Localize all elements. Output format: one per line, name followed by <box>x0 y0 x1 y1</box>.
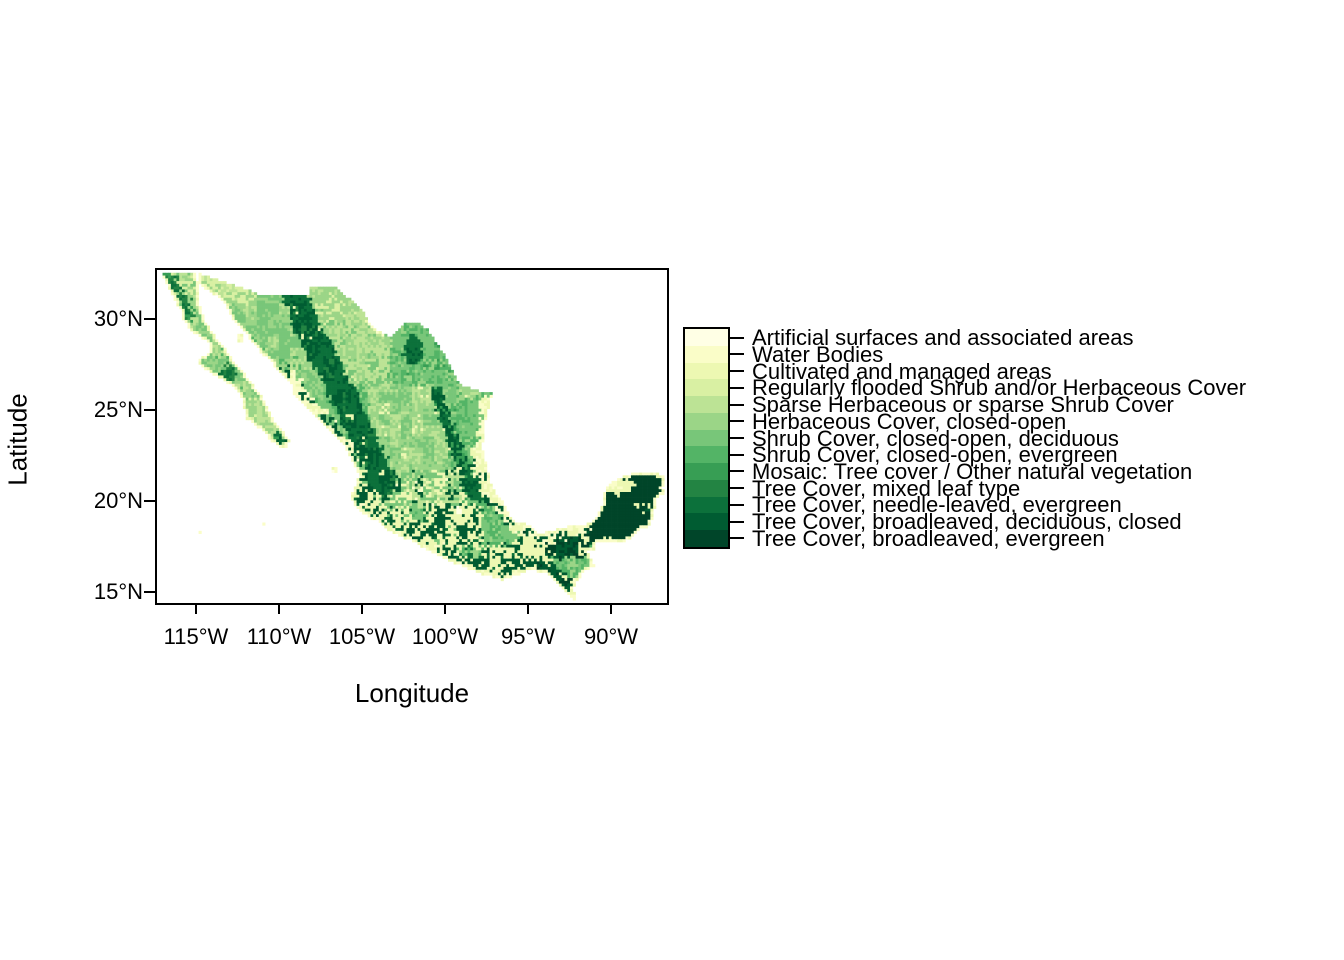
legend-swatch <box>685 362 728 380</box>
y-axis-tick <box>144 409 155 412</box>
legend-tick <box>728 537 744 540</box>
legend-tick <box>728 403 744 406</box>
legend-tick <box>728 503 744 506</box>
x-axis-title: Longitude <box>354 678 470 708</box>
legend-tick <box>728 353 744 356</box>
legend-swatch <box>685 446 728 464</box>
legend-tick <box>728 470 744 473</box>
y-axis-tick <box>144 500 155 503</box>
y-axis-tick <box>144 591 155 594</box>
legend-swatch <box>685 513 728 531</box>
y-axis-tick-label: 25°N <box>93 397 143 423</box>
legend-tick <box>728 420 744 423</box>
legend-swatch <box>685 412 728 430</box>
plot-frame <box>155 268 669 605</box>
mexico-landcover-raster <box>157 270 667 603</box>
legend-colorbar <box>683 327 730 549</box>
legend-label: Cultivated and managed areas <box>752 358 1052 384</box>
legend-swatch <box>685 345 728 363</box>
legend-label: Tree Cover, broadleaved, evergreen <box>752 525 1105 551</box>
legend-tick <box>728 487 744 490</box>
x-axis-tick-label: 110°W <box>246 624 312 649</box>
x-axis-tick-label: 105°W <box>328 624 396 649</box>
x-axis-tick-label: 90°W <box>584 624 639 649</box>
legend-swatch <box>685 396 728 413</box>
x-axis-tick-label: 115°W <box>163 624 229 649</box>
legend-label: Shrub Cover, closed-open, evergreen <box>752 442 1118 468</box>
legend-swatch <box>685 479 728 497</box>
legend-swatch <box>685 496 728 514</box>
legend-tick <box>728 437 744 440</box>
legend-label: Sparse Herbaceous or sparse Shrub Cover <box>752 392 1174 418</box>
legend-label: Tree Cover, mixed leaf type <box>752 475 1021 501</box>
x-axis-tick <box>610 603 613 614</box>
legend-label: Tree Cover, broadleaved, deciduous, clos… <box>752 509 1182 535</box>
x-axis-tick <box>361 603 364 614</box>
legend-swatch <box>685 429 728 447</box>
x-axis-tick-label: 95°W <box>501 624 556 649</box>
legend-tick <box>728 453 744 456</box>
x-axis-tick <box>527 603 530 614</box>
legend-swatch <box>685 530 728 547</box>
legend-swatch <box>685 379 728 397</box>
legend-tick <box>728 370 744 373</box>
x-axis-tick <box>444 603 447 614</box>
legend-tick <box>728 336 744 339</box>
legend-swatch <box>685 463 728 480</box>
x-axis-tick <box>195 603 197 614</box>
legend-label: Shrub Cover, closed-open, deciduous <box>752 425 1119 451</box>
x-axis-tick-label: 100°W <box>411 624 479 649</box>
legend-tick <box>728 386 744 389</box>
legend-label: Tree Cover, needle-leaved, evergreen <box>752 492 1122 518</box>
y-axis-title: Latitude <box>2 393 33 486</box>
legend-label: Water Bodies <box>752 341 884 367</box>
legend-swatch <box>685 329 728 346</box>
legend-label: Regularly flooded Shrub and/or Herbaceou… <box>752 375 1247 401</box>
y-axis-tick <box>144 318 155 321</box>
y-axis-tick-label: 30°N <box>93 306 143 332</box>
x-axis-tick <box>278 603 281 614</box>
legend-tick <box>728 520 744 523</box>
y-axis-tick-label: 15°N <box>93 579 143 605</box>
legend-label: Mosaic: Tree cover / Other natural veget… <box>752 458 1193 484</box>
y-axis-tick-label: 20°N <box>93 488 143 514</box>
legend-label: Artificial surfaces and associated areas <box>752 325 1134 351</box>
legend-label: Herbaceous Cover, closed-open <box>752 408 1067 434</box>
